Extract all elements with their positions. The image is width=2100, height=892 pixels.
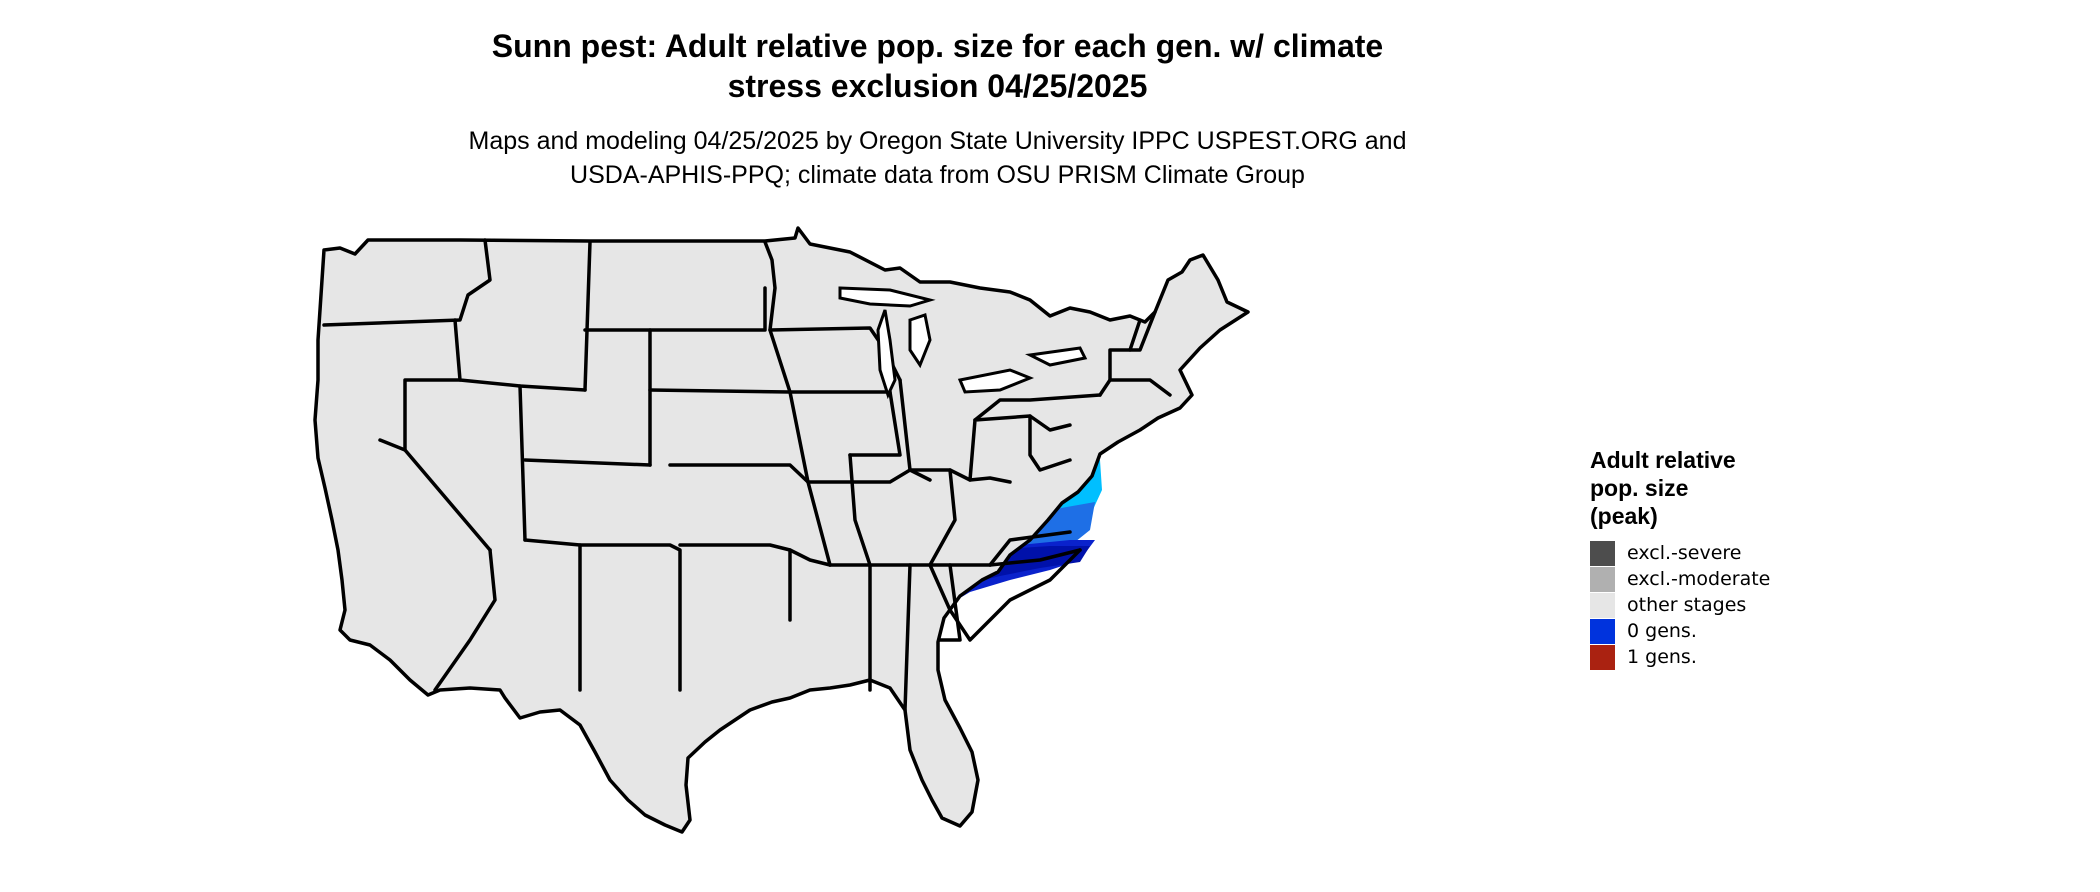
legend-item-other-stages: other stages [1590, 592, 1810, 618]
legend-swatch [1590, 618, 1615, 644]
map-title-line-2: stress exclusion 04/25/2025 [727, 68, 1148, 104]
legend-swatch [1590, 644, 1615, 670]
great-lakes [838, 286, 1088, 400]
us-map [310, 220, 1560, 892]
legend-swatch [1590, 540, 1615, 566]
legend-swatch [1590, 592, 1615, 618]
map-title: Sunn pest: Adult relative pop. size for … [0, 26, 1875, 106]
legend-title: Adult relative pop. size (peak) [1590, 446, 1810, 530]
legend-swatch [1590, 566, 1615, 592]
legend-item-excl-severe: excl.-severe [1590, 540, 1810, 566]
legend: Adult relative pop. size (peak) excl.-se… [1590, 446, 1810, 670]
legend-label: 0 gens. [1627, 620, 1697, 642]
legend-label: excl.-moderate [1627, 568, 1771, 590]
legend-title-line-1: Adult relative [1590, 447, 1736, 473]
legend-item-excl-moderate: excl.-moderate [1590, 566, 1810, 592]
state-borders [313, 226, 1250, 834]
legend-title-line-3: (peak) [1590, 503, 1658, 529]
legend-label: other stages [1627, 594, 1747, 616]
map-title-line-1: Sunn pest: Adult relative pop. size for … [491, 28, 1384, 64]
legend-item-0-gens: 0 gens. [1590, 618, 1810, 644]
map-subtitle-line-1: Maps and modeling 04/25/2025 by Oregon S… [468, 127, 1407, 155]
legend-title-line-2: pop. size [1590, 475, 1689, 501]
legend-label: excl.-severe [1627, 542, 1742, 564]
map-subtitle-line-2: USDA-APHIS-PPQ; climate data from OSU PR… [570, 161, 1305, 189]
legend-item-1-gens: 1 gens. [1590, 644, 1810, 670]
map-subtitle: Maps and modeling 04/25/2025 by Oregon S… [0, 124, 1875, 192]
legend-label: 1 gens. [1627, 646, 1697, 668]
